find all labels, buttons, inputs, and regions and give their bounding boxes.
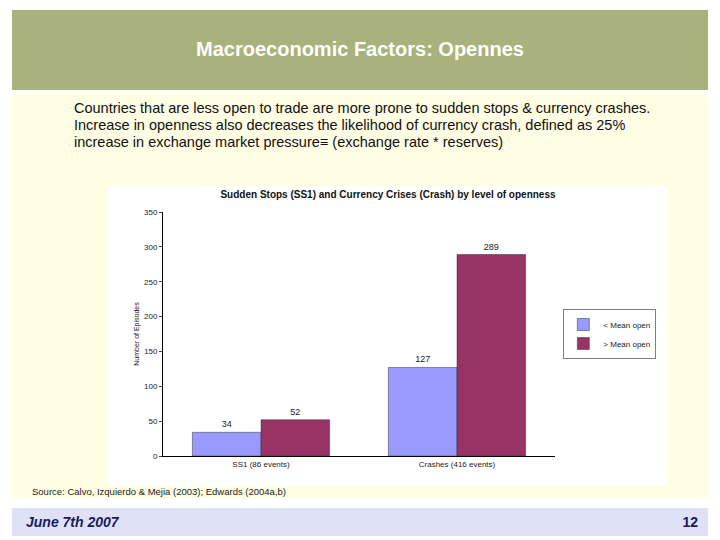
svg-text:350: 350 <box>144 208 158 217</box>
svg-text:300: 300 <box>144 243 158 252</box>
html-text:12: 12 <box>682 514 698 530</box>
svg-text:200: 200 <box>144 312 158 321</box>
svg-text:127: 127 <box>415 354 430 364</box>
svg-text:Sudden Stops (SS1) and Currenc: Sudden Stops (SS1) and Currency Crises (… <box>220 189 556 200</box>
svg-text:34: 34 <box>222 419 232 429</box>
svg-text:Crashes (416 events): Crashes (416 events) <box>419 460 496 469</box>
svg-text:Number of Episodes: Number of Episodes <box>133 302 141 366</box>
html-text:Macroeconomic Factors: Opennes: Macroeconomic Factors: Opennes <box>196 38 524 60</box>
svg-text:100: 100 <box>144 382 158 391</box>
svg-text:SS1 (86 events): SS1 (86 events) <box>232 460 290 469</box>
html-text:Countries that are less open t: Countries that are less open to trade ar… <box>74 100 651 150</box>
svg-text:0: 0 <box>153 452 158 461</box>
svg-text:52: 52 <box>290 407 300 417</box>
svg-text:250: 250 <box>144 278 158 287</box>
svg-text:< Mean open: < Mean open <box>603 321 650 330</box>
svg-text:> Mean open: > Mean open <box>603 340 650 349</box>
svg-text:150: 150 <box>144 347 158 356</box>
svg-text:50: 50 <box>148 417 157 426</box>
html-text:June 7th 2007: June 7th 2007 <box>26 514 119 530</box>
svg-text:289: 289 <box>484 242 499 252</box>
html-text:Source: Calvo, Izquierdo & Mej: Source: Calvo, Izquierdo & Mejia (2003);… <box>32 486 286 497</box>
